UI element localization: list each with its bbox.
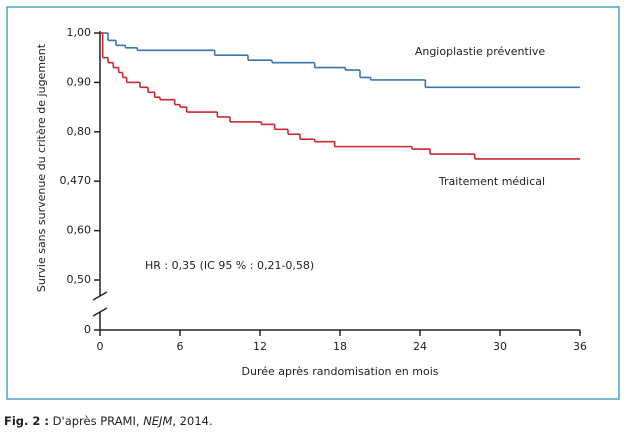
- legend-label: Traitement médical: [438, 175, 545, 188]
- caption-text: D'après PRAMI,: [52, 414, 144, 428]
- caption-text: , 2014.: [172, 414, 213, 428]
- y-tick-label: 0,90: [67, 75, 92, 88]
- legend-label: Angioplastie préventive: [415, 45, 546, 58]
- frame: [6, 6, 620, 400]
- y-tick-label: 0: [84, 323, 91, 336]
- axis-break: [92, 291, 108, 301]
- caption-journal: NEJM: [143, 414, 173, 428]
- x-axis-label: Durée après randomisation en mois: [242, 365, 439, 378]
- x-tick-label: 12: [253, 340, 267, 353]
- x-tick-label: 36: [573, 340, 587, 353]
- caption: Fig. 2 : D'après PRAMI, NEJM, 2014.: [4, 414, 213, 428]
- x-tick-label: 18: [333, 340, 347, 353]
- x-tick-label: 30: [493, 340, 507, 353]
- y-tick-label: 0,470: [60, 174, 92, 187]
- x-tick-label: 0: [97, 340, 104, 353]
- y-tick-label: 1,00: [67, 26, 92, 39]
- y-tick-label: 0,80: [67, 125, 92, 138]
- y-tick-label: 0,60: [67, 224, 92, 237]
- y-axis-label: Survie sans survenue du critère de jugem…: [35, 43, 48, 292]
- axis-break: [92, 307, 108, 317]
- annotation: HR : 0,35 (IC 95 % : 0,21-0,58): [145, 259, 314, 272]
- chart: Survie sans survenue du critère de jugem…: [6, 6, 620, 400]
- x-tick-label: 24: [413, 340, 427, 353]
- y-tick-label: 0,50: [67, 273, 92, 286]
- x-tick-label: 6: [177, 340, 184, 353]
- caption-label: Fig. 2 :: [4, 414, 50, 428]
